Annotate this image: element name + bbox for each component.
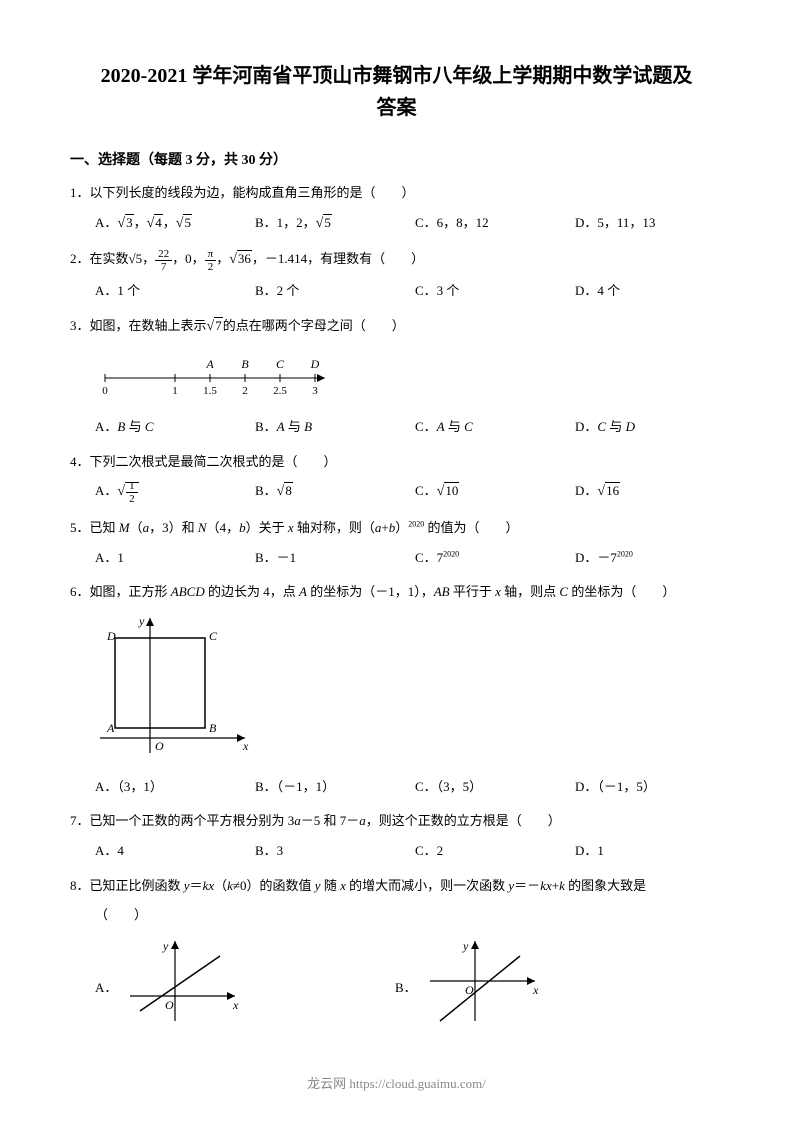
q2-opt-d: D．4 个 [575,279,725,304]
title-line-1: 2020-2021 学年河南省平顶山市舞钢市八年级上学期期中数学试题及 [70,60,723,92]
q5-text: 5．已知 M（a，3）和 N（4，b）关于 x 轴对称，则（a+b）2020 的… [70,516,723,541]
svg-text:x: x [232,998,239,1012]
q4-opt-d: D．16 [575,479,725,506]
question-5: 5．已知 M（a，3）和 N（4，b）关于 x 轴对称，则（a+b）2020 的… [70,516,723,570]
q7-opt-a: A．4 [95,839,255,864]
q8-options: A． O x y B． O x y [70,936,723,1026]
q7-options: A．4 B．3 C．2 D．1 [70,839,723,864]
q7-opt-d: D．1 [575,839,725,864]
q2-text: 2．在实数√5，227，0，π2，36，－1.414，有理数有（ ） [70,247,723,274]
q1-opt-c: C．6，8，12 [415,211,575,238]
q3-opt-b: B．A 与 B [255,415,415,440]
q5-opt-a: A．1 [95,546,255,571]
q2-opt-b: B．2 个 [255,279,415,304]
label-C: C [209,629,218,643]
q1-text: 1．以下列长度的线段为边，能构成直角三角形的是（ ） [70,181,723,206]
q4-options: A．12 B．8 C．10 D．16 [70,479,723,506]
svg-text:y: y [462,939,469,953]
tick-1: 1 [172,385,178,397]
q4-opt-c: C．10 [415,479,575,506]
q3-opt-d: D．C 与 D [575,415,725,440]
q5-opt-b: B．－1 [255,546,415,571]
graph-a-icon: O x y [125,936,245,1026]
q8-paren: （ ） [70,903,723,928]
q7-opt-c: C．2 [415,839,575,864]
label-O: O [155,739,164,753]
q8-opt-a: A． O x y [95,936,395,1026]
q1-opt-a: A．3，4，5 [95,211,255,238]
tick-2-5: 2.5 [273,385,287,397]
tick-3: 3 [312,385,318,397]
label-D: D [310,357,320,371]
square-diagram: A B C D O x y [95,613,723,767]
label-C: C [276,357,285,371]
q3-opt-c: C．A 与 C [415,415,575,440]
svg-text:y: y [162,939,169,953]
page-title: 2020-2021 学年河南省平顶山市舞钢市八年级上学期期中数学试题及 答案 [70,60,723,124]
q3-options: A．B 与 C B．A 与 B C．A 与 C D．C 与 D [70,415,723,440]
label-D: D [106,629,116,643]
q5-opt-d: D．－72020 [575,546,725,571]
svg-text:x: x [532,983,539,997]
question-6: 6．如图，正方形 ABCD 的边长为 4，点 A 的坐标为（－1，1），AB 平… [70,580,723,799]
label-A: A [205,357,214,371]
q4-text: 4．下列二次根式是最简二次根式的是（ ） [70,450,723,475]
q5-options: A．1 B．－1 C．72020 D．－72020 [70,546,723,571]
q5-opt-c: C．72020 [415,546,575,571]
q3-opt-a: A．B 与 C [95,415,255,440]
label-B: B [241,357,249,371]
svg-text:O: O [465,983,474,997]
q7-opt-b: B．3 [255,839,415,864]
label-x: x [242,739,249,753]
q1-options: A．3，4，5 B．1，2，5 C．6，8，12 D．5，11，13 [70,211,723,238]
tick-0: 0 [102,385,108,397]
q8-opt-b: B． O x y [395,936,545,1026]
q7-text: 7．已知一个正数的两个平方根分别为 3a－5 和 7－a，则这个正数的立方根是（… [70,809,723,834]
q6-opt-d: D．（－1，5） [575,775,725,800]
q6-options: A．（3，1） B．（－1，1） C．（3，5） D．（－1，5） [70,775,723,800]
q2-opt-a: A．1 个 [95,279,255,304]
question-8: 8．已知正比例函数 y＝kx（k≠0）的函数值 y 随 x 的增大而减小，则一次… [70,874,723,1026]
q6-text: 6．如图，正方形 ABCD 的边长为 4，点 A 的坐标为（－1，1），AB 平… [70,580,723,605]
q6-opt-c: C．（3，5） [415,775,575,800]
q3-text: 3．如图，在数轴上表示7的点在哪两个字母之间（ ） [70,314,723,341]
q1-opt-d: D．5，11，13 [575,211,725,238]
question-4: 4．下列二次根式是最简二次根式的是（ ） A．12 B．8 C．10 D．16 [70,450,723,506]
question-2: 2．在实数√5，227，0，π2，36，－1.414，有理数有（ ） A．1 个… [70,247,723,303]
question-3: 3．如图，在数轴上表示7的点在哪两个字母之间（ ） 0 1 1.5 2 2.5 … [70,314,723,440]
question-7: 7．已知一个正数的两个平方根分别为 3a－5 和 7－a，则这个正数的立方根是（… [70,809,723,863]
graph-b-icon: O x y [425,936,545,1026]
q6-opt-b: B．（－1，1） [255,775,415,800]
q2-options: A．1 个 B．2 个 C．3 个 D．4 个 [70,279,723,304]
tick-2: 2 [242,385,248,397]
question-1: 1．以下列长度的线段为边，能构成直角三角形的是（ ） A．3，4，5 B．1，2… [70,181,723,237]
label-y: y [138,614,145,628]
label-A: A [106,721,115,735]
q1-opt-b: B．1，2，5 [255,211,415,238]
q4-opt-a: A．12 [95,479,255,506]
q4-opt-b: B．8 [255,479,415,506]
footer-text: 龙云网 https://cloud.guaimu.com/ [0,1073,793,1092]
tick-1-5: 1.5 [203,385,217,397]
q8-text: 8．已知正比例函数 y＝kx（k≠0）的函数值 y 随 x 的增大而减小，则一次… [70,874,723,899]
svg-text:O: O [165,998,174,1012]
label-B: B [209,721,217,735]
section-1-header: 一、选择题（每题 3 分，共 30 分） [70,149,723,169]
q2-opt-c: C．3 个 [415,279,575,304]
title-line-2: 答案 [70,92,723,124]
q6-opt-a: A．（3，1） [95,775,255,800]
number-line-diagram: 0 1 1.5 2 2.5 3 A B C D [95,348,723,407]
